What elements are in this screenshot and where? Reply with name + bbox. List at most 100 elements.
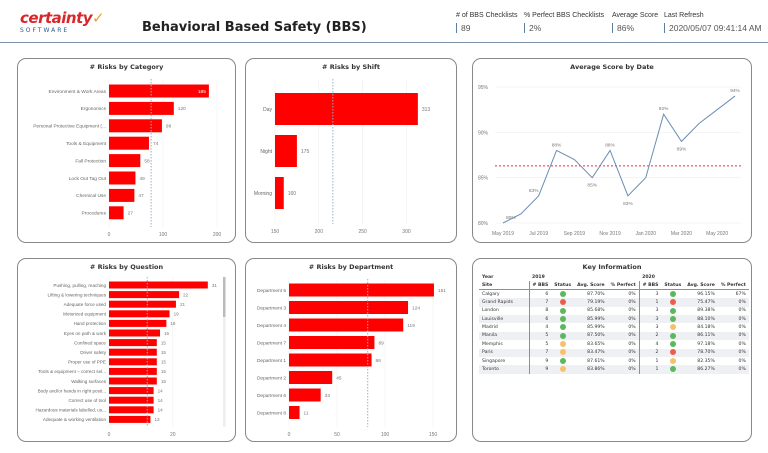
avg-score-cell: 89.38% xyxy=(697,308,715,314)
percent-perfect-cell: 0% xyxy=(717,365,749,374)
column-header[interactable]: Avg. Score xyxy=(684,281,718,291)
chart-title: # Risks by Shift xyxy=(322,63,380,71)
percent-perfect-cell: 0% xyxy=(717,348,749,357)
table-row: Manila 5 87.50% 0% 2 86.11% 0% xyxy=(479,331,749,341)
bar xyxy=(275,93,418,125)
bar xyxy=(289,371,333,384)
point-label: 85% xyxy=(587,183,597,189)
percent-perfect-cell: 0% xyxy=(717,298,749,307)
percent-perfect-cell: 0% xyxy=(607,348,640,357)
bar xyxy=(289,283,434,297)
column-header[interactable]: # BBS xyxy=(638,281,662,291)
point-label: 80% xyxy=(506,215,516,221)
bar xyxy=(109,358,157,366)
scrollbar-thumb[interactable] xyxy=(223,277,226,317)
status-bad-icon xyxy=(669,299,676,306)
chart-title: Average Score by Date xyxy=(570,63,654,71)
table-row: Louisville 6 85.99% 0% 3 88.10% 0% xyxy=(479,314,749,324)
site-cell: Louisville xyxy=(479,314,529,324)
kpi-label: % Perfect BBS Checklists xyxy=(524,12,605,19)
bar xyxy=(109,300,176,308)
data-label: 11 xyxy=(304,410,309,416)
status-cell xyxy=(661,323,684,331)
category-label: Environment & Work Areas xyxy=(49,89,107,95)
column-header[interactable]: Status xyxy=(661,281,685,291)
chart-title: # Risks by Question xyxy=(89,263,164,271)
status-good-icon xyxy=(559,357,566,364)
avg-score-cell: 87.70% xyxy=(587,291,605,297)
bar xyxy=(289,301,409,314)
status-cell xyxy=(551,298,575,307)
percent-perfect-cell: 0% xyxy=(628,358,636,364)
status-good-icon xyxy=(669,315,676,322)
kpi-average-score: Average Score 86% xyxy=(612,12,658,33)
risks-by-department-panel: # Risks by Department 0 50 100 150 Departmen… xyxy=(245,258,457,442)
percent-perfect-cell: 0% xyxy=(717,331,749,341)
point-label: 92% xyxy=(659,106,669,112)
kpi-perfect: % Perfect BBS Checklists 2% xyxy=(524,12,604,33)
percent-perfect-cell: 0% xyxy=(628,341,636,347)
category-label: Procedures xyxy=(81,211,106,217)
percent-perfect-cell: 0% xyxy=(738,308,746,314)
avg-score-cell: 86.11% xyxy=(684,331,718,341)
year-2019-header: 2019 xyxy=(532,274,545,280)
status-good-icon xyxy=(559,324,566,331)
x-tick-label: 20 xyxy=(170,432,176,438)
column-header[interactable]: # BBS xyxy=(528,281,552,291)
page-title: Behavioral Based Safety (BBS) xyxy=(142,20,367,35)
x-tick-label: 0 xyxy=(108,432,111,438)
category-label: Pushing, pulling, reaching xyxy=(53,283,106,288)
kpi-label: # of BBS Checklists xyxy=(456,12,518,19)
data-label: 15 xyxy=(161,340,167,345)
data-label: 175 xyxy=(301,149,310,155)
site-cell: Manila xyxy=(479,331,529,341)
column-header[interactable]: Avg. Score xyxy=(574,281,608,291)
table-row: Calgary 6 87.70% 0% 3 96.15% 67% xyxy=(479,289,749,299)
column-header[interactable]: % Perfect xyxy=(607,281,640,291)
bar xyxy=(289,336,375,349)
data-label: 27 xyxy=(128,211,134,217)
data-label: 47 xyxy=(138,193,144,199)
x-tick-label: 200 xyxy=(213,232,222,238)
column-header[interactable]: % Perfect xyxy=(717,281,749,291)
avg-score-cell: 82.35% xyxy=(697,358,715,364)
point-label: 94% xyxy=(730,88,740,94)
percent-perfect-cell: 0% xyxy=(717,314,749,324)
status-cell xyxy=(661,365,685,374)
table-title: Key Information xyxy=(582,263,642,271)
chart-svg: 0 50 100 150 Department 5 151 Department 3 124 D… xyxy=(257,279,446,438)
data-label: 14 xyxy=(158,398,164,403)
scrollbar-track xyxy=(223,277,226,427)
status-cell xyxy=(551,348,575,357)
status-good-icon xyxy=(669,332,676,339)
category-label: Motorized equipment xyxy=(63,312,107,317)
data-label: 45 xyxy=(336,375,342,381)
category-label: Department 6 xyxy=(257,393,286,399)
bar xyxy=(109,406,154,414)
table-row: London 8 85.68% 0% 3 89.38% 0% xyxy=(479,306,749,315)
status-good-icon xyxy=(669,366,676,373)
bar xyxy=(109,348,157,356)
category-label: Tools & Equipment xyxy=(66,141,107,147)
status-cell xyxy=(661,340,684,348)
site-header[interactable]: Site xyxy=(479,281,529,291)
data-label: 160 xyxy=(288,191,297,197)
year-header: Year xyxy=(482,274,494,280)
avg-score-cell: 83.47% xyxy=(574,348,608,357)
status-cell xyxy=(551,340,574,348)
x-tick-label: 150 xyxy=(429,432,438,438)
column-header[interactable]: Status xyxy=(551,281,575,291)
point-label: 83% xyxy=(529,188,539,194)
site-cell: Toronto xyxy=(479,365,529,374)
data-label: 49 xyxy=(139,176,145,182)
status-cell xyxy=(551,357,574,365)
table-row: Toronto 9 83.86% 0% 1 86.27% 0% xyxy=(479,365,749,374)
score-line xyxy=(502,95,736,224)
category-label: Tools & equipment – correct sel... xyxy=(38,369,106,374)
table-row: Madrid 4 85.99% 0% 3 84.18% 0% xyxy=(479,323,749,332)
bbs-count-cell: 3 xyxy=(638,323,662,332)
x-tick-label: 100 xyxy=(159,232,168,238)
data-label: 33 xyxy=(325,393,331,399)
y-tick-label: 95% xyxy=(478,85,489,91)
x-tick-label: May 2020 xyxy=(706,231,728,237)
